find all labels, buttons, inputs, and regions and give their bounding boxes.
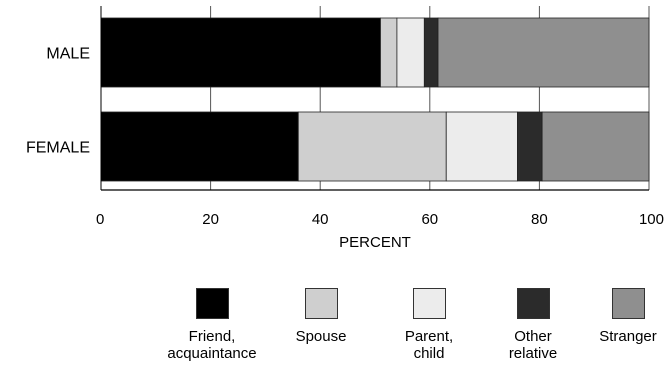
legend-swatch — [195, 288, 229, 319]
bar-segment — [423, 17, 439, 88]
legend-item: Other relative — [478, 288, 588, 362]
bar-segment — [297, 111, 447, 182]
legend-item: Stranger — [573, 288, 671, 345]
bar-segment — [517, 111, 543, 182]
legend-item: Parent, child — [374, 288, 484, 362]
legend-swatch — [304, 288, 338, 319]
legend: Friend, acquaintance Spouse Parent, child O… — [0, 288, 671, 377]
category-label: FEMALE — [26, 140, 90, 157]
bar-segment — [100, 17, 381, 88]
bar-segment — [445, 111, 518, 182]
legend-swatch — [516, 288, 550, 319]
category-label: MALE — [46, 46, 90, 63]
legend-swatch — [611, 288, 645, 319]
legend-label: Other relative — [508, 328, 558, 362]
legend-label: Spouse — [295, 328, 347, 345]
x-tick-label: 20 — [202, 211, 219, 228]
legend-item: Friend, acquaintance — [157, 288, 267, 362]
bar-segment — [437, 17, 650, 88]
bar-segment — [100, 111, 299, 182]
bar-segment — [396, 17, 425, 88]
stacked-bar-chart: MALE FEMALE 0 20 40 60 80 100 PERCENT — [26, 6, 664, 251]
x-tick-label: 40 — [312, 211, 329, 228]
legend-swatch — [412, 288, 446, 319]
x-tick-label: 60 — [421, 211, 438, 228]
legend-item: Spouse — [266, 288, 376, 345]
x-tick-label: 100 — [639, 211, 664, 228]
legend-label: Friend, acquaintance — [167, 328, 257, 362]
bar-segment — [541, 111, 650, 182]
x-tick-label: 80 — [531, 211, 548, 228]
bar-segment — [380, 17, 398, 88]
legend-label: Parent, child — [404, 328, 454, 362]
legend-label: Stranger — [599, 328, 657, 345]
x-axis-title: PERCENT — [339, 234, 411, 251]
x-tick-label: 0 — [96, 211, 104, 228]
